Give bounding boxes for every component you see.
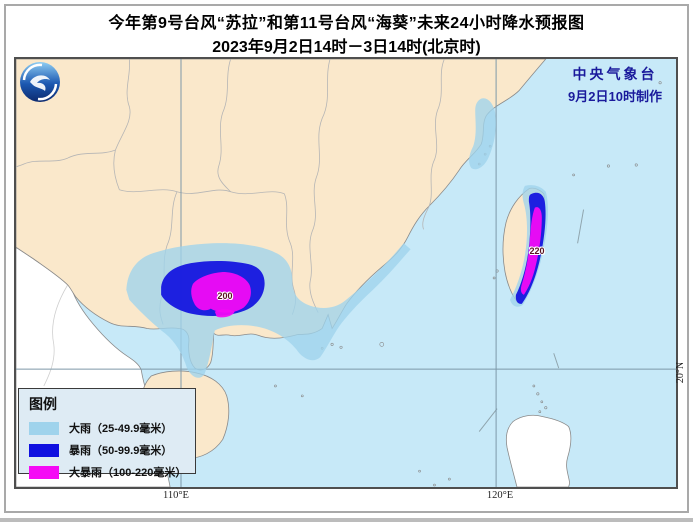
rainfall-forecast-map: 中央气象台 9月2日10时制作 200 220 图例 大雨（25-49.9毫米）… xyxy=(14,57,678,489)
legend-label-heavy-rain: 大雨（25-49.9毫米） xyxy=(69,423,173,435)
legend: 图例 大雨（25-49.9毫米） 暴雨（50-99.9毫米） 大暴雨（100-2… xyxy=(18,388,196,479)
rain-torrential-guangdong-coast xyxy=(214,309,235,318)
map-title-line1: 今年第9号台风“苏拉”和第11号台风“海葵”未来24小时降水预报图 xyxy=(108,15,585,32)
legend-row-heavy-rain: 大雨（25-49.9毫米） xyxy=(29,420,185,436)
latitude-label-20n: 20°N xyxy=(675,361,687,383)
rain-torrential-layer xyxy=(191,207,542,318)
credit-block: 中央气象台 9月2日10时制作 xyxy=(552,64,678,105)
rain-peak-label-taiwan: 220 xyxy=(529,246,545,256)
luzon-land xyxy=(505,414,572,487)
laos-border-line xyxy=(43,284,69,387)
longitude-label-110e: 110°E xyxy=(163,490,189,501)
legend-swatch-heavy-rainstorm xyxy=(29,465,59,479)
longitude-label-120e: 120°E xyxy=(486,490,514,501)
legend-swatch-rainstorm xyxy=(29,443,59,457)
cma-logo-icon xyxy=(18,60,62,104)
legend-label-rainstorm: 暴雨（50-99.9毫米） xyxy=(69,445,173,457)
legend-row-rainstorm: 暴雨（50-99.9毫米） xyxy=(29,442,185,458)
rain-peak-label-guangdong: 200 xyxy=(217,291,233,301)
boundary-dashes xyxy=(478,209,585,432)
credit-issued-time: 9月2日10时制作 xyxy=(568,89,662,104)
credit-agency: 中央气象台 xyxy=(572,66,658,82)
rain-torrential-guangdong xyxy=(191,272,251,313)
legend-title: 图例 xyxy=(29,396,57,412)
rain-heavy-fujian-coast xyxy=(469,98,496,170)
map-title-line2: 2023年9月2日14时－3日14时(北京时) xyxy=(212,39,481,56)
legend-row-heavy-rainstorm: 大暴雨（100-220毫米） xyxy=(29,464,187,480)
legend-swatch-heavy-rain xyxy=(29,421,59,435)
window-bottom-edge xyxy=(0,518,693,522)
rain-torrential-taiwan xyxy=(520,207,542,295)
legend-label-heavy-rainstorm: 大暴雨（100-220毫米） xyxy=(69,467,187,479)
